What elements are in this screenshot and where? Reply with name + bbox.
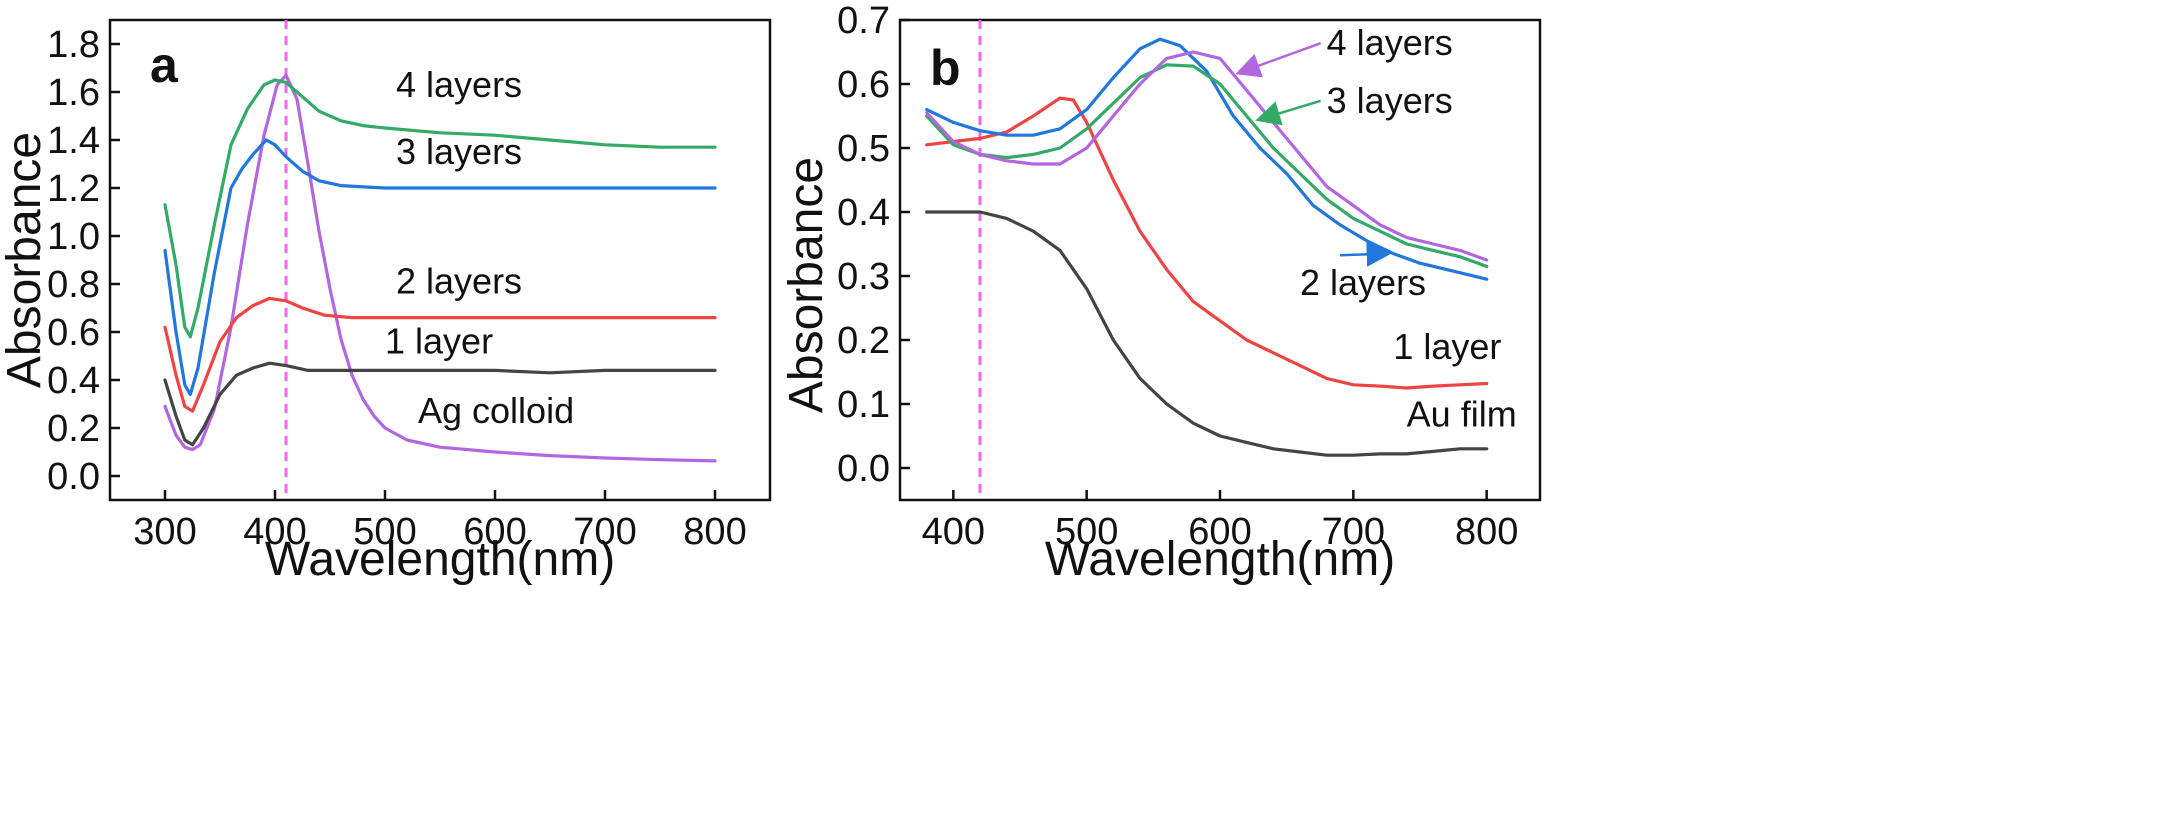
panel-b-series-4-layers-line: [925, 50, 1489, 262]
panel-b-series-au-film-line: [925, 210, 1489, 457]
panel-b-series-1-layer-line: [925, 96, 1489, 390]
panel-b-y-tick-label: 0.5: [837, 128, 890, 170]
panel-a-x-tick-label: 500: [353, 511, 416, 553]
panel-a-x-axis-title: Wavelength(nm): [265, 533, 615, 586]
panel-a-x-tick-label: 400: [243, 511, 306, 553]
panel-a-y-tick-label: 1.8: [47, 24, 100, 66]
panel-a-x-tick-label: 800: [683, 511, 746, 553]
panel-b-x-tick-label: 500: [1055, 511, 1118, 553]
panel-a-y-axis-title: Absorbance: [0, 132, 51, 388]
panel-a-chart: 300 400 500 600 700 800 0.0 0.2 0.4 0.6 0.8 1.0 1.2 1…: [0, 18, 772, 586]
panel-b-label-3-layers: 3 layers: [1327, 80, 1453, 121]
panel-b-x-tick-label: 400: [922, 511, 985, 553]
panel-b-arrow-3-layers: [1255, 99, 1322, 126]
panel-b-y-tick-label: 0.3: [837, 256, 890, 298]
panel-a-series-4-layers-line: [163, 78, 717, 339]
panel-b-y-tick-label: 0.2: [837, 320, 890, 362]
panel-b-y-tick-label: 0.7: [837, 0, 890, 42]
panel-b-x-axis-title: Wavelength(nm): [1045, 533, 1395, 586]
panel-a-series-2-layers-line: [163, 296, 717, 413]
panel-a-y-tick-label: 1.6: [47, 72, 100, 114]
panel-a-x-tick-label: 300: [133, 511, 196, 553]
panel-b-x-tick-label: 700: [1322, 511, 1385, 553]
panel-b-series-3-layers-line: [925, 63, 1489, 268]
panel-b-arrow-4-layers: [1235, 42, 1322, 78]
panel-a-label-ag-colloid: Ag colloid: [418, 390, 574, 431]
panel-b-y-tick-label: 0.6: [837, 64, 890, 106]
panel-a-series-1-layer-line: [163, 361, 717, 447]
panel-b-arrow-2-layers: [1339, 241, 1392, 267]
panel-a-label-1-layer: 1 layer: [385, 321, 493, 362]
panel-b-y-tick-label: 0.0: [837, 448, 890, 490]
panel-b-label-4-layers: 4 layers: [1327, 22, 1453, 63]
panel-a-y-tick-label: 0.2: [47, 408, 100, 450]
panel-b-y-axis-title: Absorbance: [780, 157, 833, 413]
panel-a-label-4-layers: 4 layers: [396, 64, 522, 105]
panel-b-label-1-layer: 1 layer: [1393, 326, 1501, 367]
panel-a-y-tick-label: 0.6: [47, 312, 100, 354]
panel-a-y-tick-label: 1.0: [47, 216, 100, 258]
panel-a-y-tick-label: 0.0: [47, 456, 100, 498]
panel-a-plot-frame: [108, 18, 772, 502]
panel-a-label-3-layers: 3 layers: [396, 131, 522, 172]
panel-b-x-tick-label: 800: [1455, 511, 1518, 553]
panel-b-label-au-film: Au film: [1407, 393, 1517, 434]
panel-b-y-tick-label: 0.1: [837, 384, 890, 426]
panel-b-x-tick-label: 600: [1188, 511, 1251, 553]
panel-a-y-tick-label: 1.4: [47, 120, 100, 162]
panel-b-letter: b: [930, 40, 961, 96]
panel-a-x-tick-label: 700: [573, 511, 636, 553]
panel-a-y-tick-label: 0.8: [47, 264, 100, 306]
panel-a-x-tick-label: 600: [463, 511, 526, 553]
panel-a-y-tick-label: 1.2: [47, 168, 100, 210]
panel-b-chart: 400 500 600 700 800 0.0 0.1 0.2 0.3 0.4 0.5 0.6 0.7 W…: [780, 0, 1542, 586]
panel-b-label-2-layers: 2 layers: [1300, 262, 1426, 303]
panel-a-label-2-layers: 2 layers: [396, 261, 522, 302]
panel-a-series-ag-colloid-line: [163, 73, 717, 463]
panel-a-series-3-layers-line: [163, 138, 717, 396]
panel-a-letter: a: [150, 37, 179, 93]
panel-b-y-tick-label: 0.4: [837, 192, 890, 234]
panel-a-y-tick-label: 0.4: [47, 360, 100, 402]
